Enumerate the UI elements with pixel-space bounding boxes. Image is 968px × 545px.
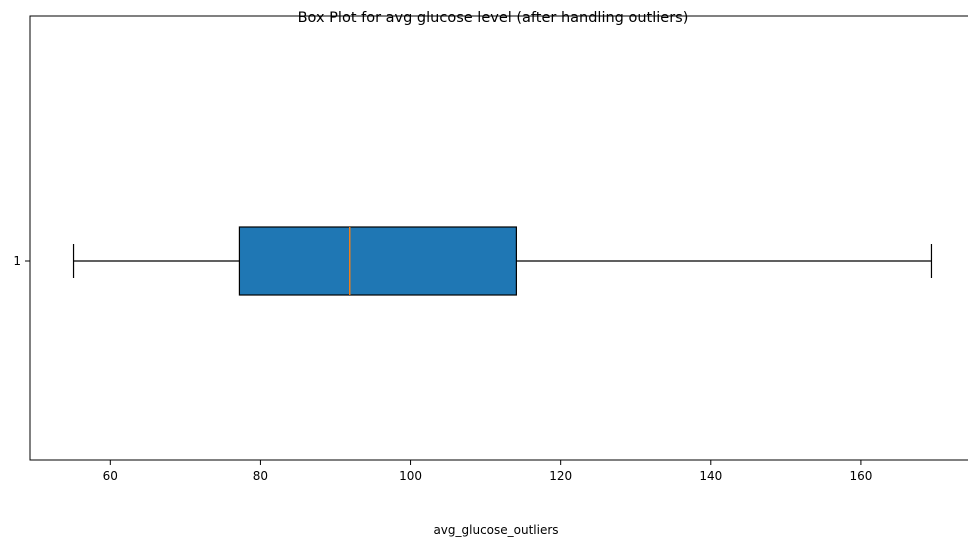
x-tick-label: 120 <box>549 469 572 483</box>
x-axis-label: avg_glucose_outliers <box>433 523 558 537</box>
plot-area-frame <box>29 15 968 461</box>
interquartile-box <box>238 226 517 296</box>
y-tick-label: 1 <box>13 254 21 268</box>
x-axis-ticks: 60 80 100 120 140 160 <box>103 460 872 483</box>
chart-title: Box Plot for avg glucose level (after ha… <box>298 10 689 26</box>
y-axis-ticks: 1 <box>13 254 30 268</box>
box-plot-series <box>72 226 933 296</box>
x-tick-label: 140 <box>699 469 722 483</box>
x-tick-label: 100 <box>399 469 422 483</box>
x-tick-label: 80 <box>253 469 268 483</box>
x-tick-label: 160 <box>849 469 872 483</box>
x-tick-label: 60 <box>103 469 118 483</box>
